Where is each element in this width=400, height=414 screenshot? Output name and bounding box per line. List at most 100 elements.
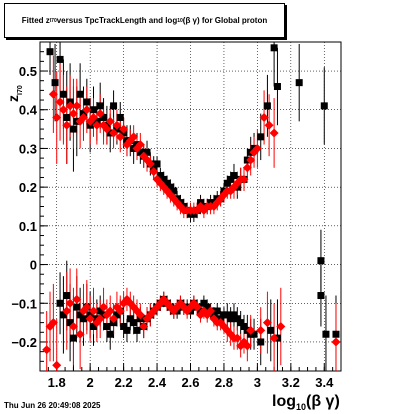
data-point-square: [120, 322, 128, 330]
data-point-square: [51, 79, 59, 87]
data-point-diamond: [72, 101, 82, 111]
data-point-square: [116, 113, 124, 121]
y-tick-label: 0.2: [19, 180, 37, 195]
y-tick-label: 0: [30, 258, 37, 273]
data-point-square: [76, 90, 84, 98]
data-point-diamond: [65, 298, 75, 308]
data-point-square: [56, 55, 64, 63]
data-point-diamond: [102, 124, 112, 134]
data-point-square: [63, 292, 71, 300]
data-point-diamond: [246, 155, 256, 165]
data-point-diamond: [115, 306, 125, 316]
data-point-diamond: [145, 159, 155, 169]
x-tick-label: 2.8: [215, 375, 233, 390]
data-point-square: [69, 125, 77, 133]
data-point-square: [237, 319, 245, 327]
x-tick-label: 1.8: [48, 375, 66, 390]
data-point-square: [100, 113, 108, 121]
data-point-square: [257, 338, 265, 346]
data-point-square: [90, 322, 98, 330]
data-point-diamond: [62, 120, 72, 130]
data-point-square: [59, 90, 67, 98]
data-point-diamond: [89, 306, 99, 316]
data-point-diamond: [42, 345, 52, 355]
data-point-diamond: [62, 306, 72, 316]
y-tick-label: −0.2: [11, 335, 37, 350]
data-point-square: [46, 48, 54, 56]
data-point-diamond: [246, 325, 256, 335]
data-point-diamond: [192, 302, 202, 312]
x-axis-label: log10(β γ): [272, 393, 340, 412]
data-point-square: [223, 179, 231, 187]
data-point-diamond: [331, 337, 341, 347]
data-point-square: [230, 172, 238, 180]
data-point-diamond: [135, 140, 145, 150]
data-point-square: [113, 311, 121, 319]
data-point-square: [96, 102, 104, 110]
x-tick-label: 3: [254, 375, 261, 390]
y-axis-label-main: z: [5, 95, 21, 102]
data-point-square: [317, 292, 325, 300]
data-point-square: [170, 187, 178, 195]
data-point-square: [59, 311, 67, 319]
data-point-diamond: [75, 329, 85, 339]
data-point-square: [79, 315, 87, 323]
data-point-square: [56, 299, 64, 307]
data-point-square: [106, 330, 114, 338]
data-point-diamond: [256, 325, 266, 335]
y-axis-label: zI70: [5, 72, 24, 102]
data-point-square: [267, 326, 275, 334]
data-point-square: [143, 148, 151, 156]
data-point-square: [63, 113, 71, 121]
data-point-diamond: [242, 341, 252, 351]
x-tick-label: 2: [87, 375, 94, 390]
x-tick-label: 2.4: [148, 375, 167, 390]
data-point-square: [240, 322, 248, 330]
x-tick-label: 3.2: [282, 375, 300, 390]
data-point-square: [110, 102, 118, 110]
data-point-square: [126, 315, 134, 323]
data-point-square: [163, 179, 171, 187]
x-tick-label: 3.4: [315, 375, 334, 390]
data-point-square: [66, 319, 74, 327]
data-point-square: [90, 106, 98, 114]
data-point-square: [103, 322, 111, 330]
x-axis-label-suffix: (β γ): [306, 393, 340, 410]
title-sub1: I70: [49, 17, 57, 24]
data-point-square: [203, 303, 211, 311]
data-point-diamond: [58, 105, 68, 115]
data-point-square: [295, 79, 303, 87]
y-tick-label: 0.4: [19, 103, 38, 118]
title-middle: versus TpcTrackLength and log: [56, 16, 178, 25]
data-point-square: [136, 148, 144, 156]
data-point-square: [96, 307, 104, 315]
data-point-diamond: [82, 105, 92, 115]
data-point-diamond: [92, 120, 102, 130]
data-point-square: [270, 44, 278, 52]
data-point-diamond: [135, 310, 145, 320]
data-point-diamond: [48, 318, 58, 328]
y-axis-label-sub: I70: [16, 85, 24, 95]
y-tick-label: 0.5: [19, 64, 37, 79]
data-point-diamond: [55, 97, 65, 107]
data-point-diamond: [119, 124, 129, 134]
data-point-square: [320, 102, 328, 110]
data-point-square: [123, 326, 131, 334]
axis-ticks: 1.8 2 2.2 2.4 2.6 2.8 3 3.2 3.4 −0.2 −0.1 0 0.1 0.2 0.…: [11, 51, 342, 390]
y-tick-label: 0.1: [19, 219, 37, 234]
data-point-diamond: [259, 112, 269, 122]
data-point-diamond: [264, 120, 274, 130]
data-point-diamond: [95, 109, 105, 119]
data-point-diamond: [149, 167, 159, 177]
data-point-square: [257, 133, 265, 141]
data-point-square: [200, 299, 208, 307]
x-axis-label-sub: 10: [296, 402, 307, 413]
data-point-square: [160, 175, 168, 183]
data-point-diamond: [115, 132, 125, 142]
data-point-diamond: [242, 163, 252, 173]
chart-title: Fitted z I70 versus TpcTrackLength and lo…: [4, 3, 285, 38]
data-point-square: [223, 311, 231, 319]
data-point-square: [69, 334, 77, 342]
data-point-square: [227, 175, 235, 183]
